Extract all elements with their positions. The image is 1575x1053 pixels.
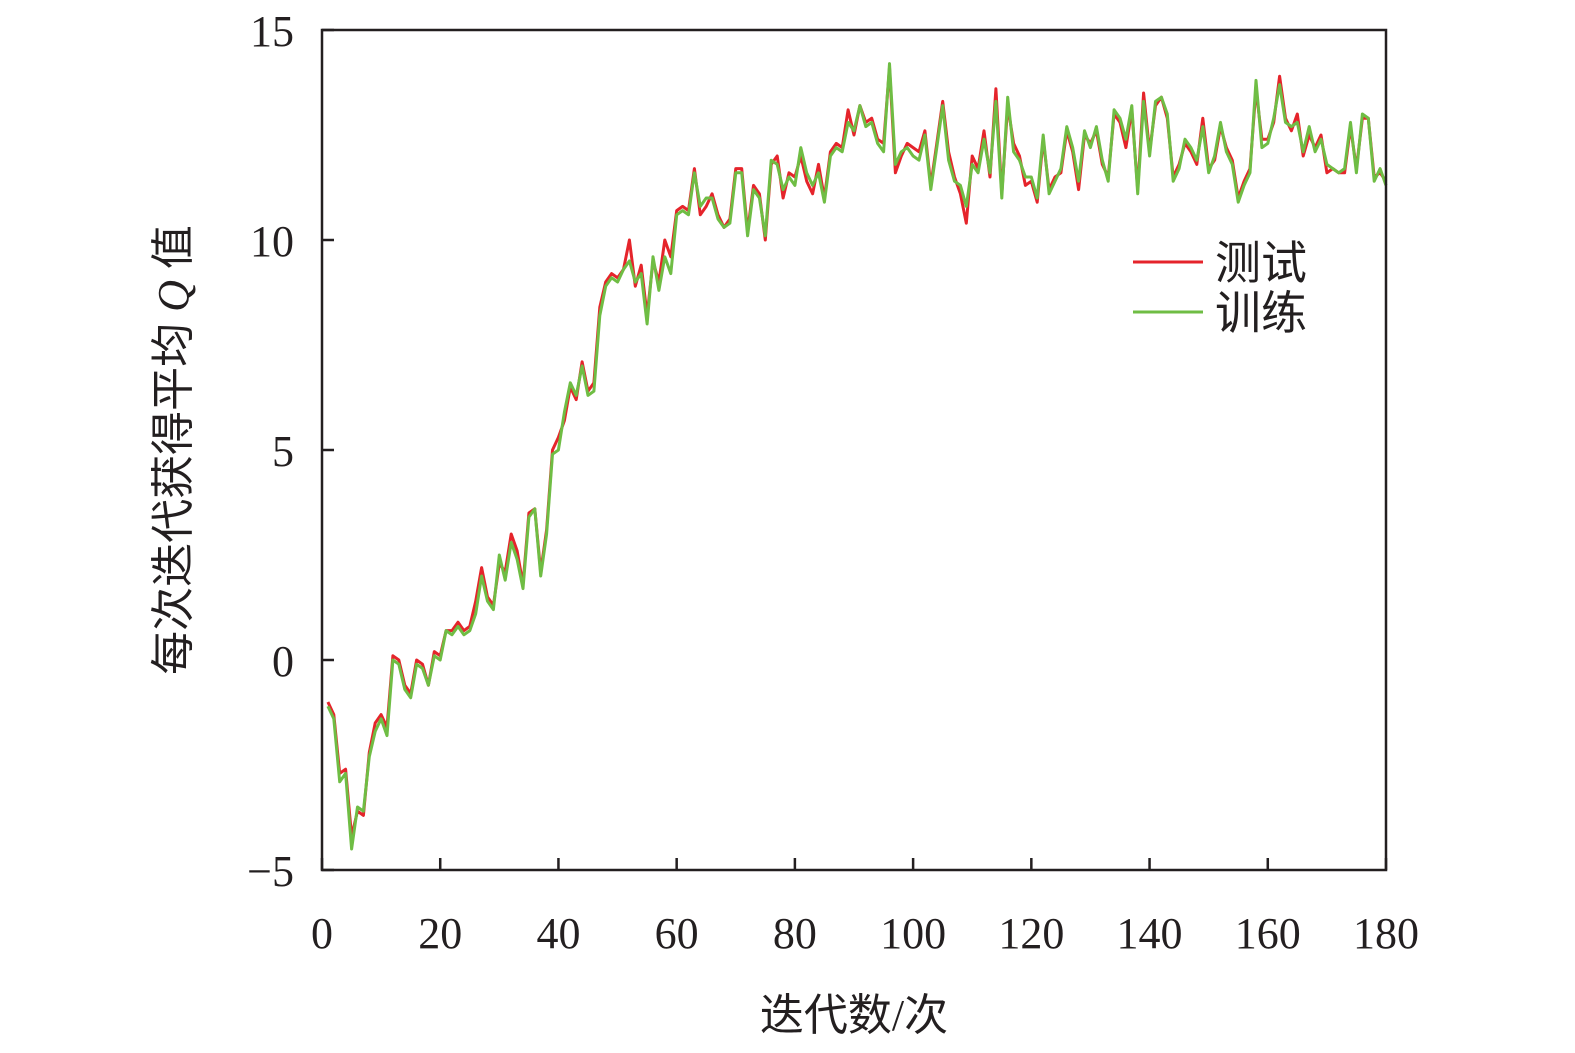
y-axis-title: 每次迭代获得平均 Q 值 [149, 225, 198, 675]
x-tick-label: 0 [311, 909, 333, 958]
y-tick-label: −5 [247, 847, 294, 896]
x-tick-label: 180 [1353, 909, 1419, 958]
series-line-test [326, 66, 1388, 838]
plot-area-frame [320, 28, 1388, 872]
y-tick-label: 0 [272, 637, 294, 686]
legend: 测试 训练 [1133, 238, 1307, 339]
legend-label-test: 测试 [1215, 238, 1307, 289]
y-axis-title-suffix: 值 [149, 225, 198, 280]
series-line-train [326, 62, 1388, 851]
y-axis-title-prefix: 每次迭代获得平均 [149, 312, 198, 675]
y-tick-label: 15 [250, 7, 294, 56]
x-tick-label: 140 [1117, 909, 1183, 958]
y-axis-title-symbol: Q [149, 280, 198, 312]
x-axis-ticks: 0 20 40 60 80 100 120 140 160 180 [311, 858, 1419, 958]
x-axis-title: 迭代数/次 [760, 991, 948, 1040]
legend-item-test: 测试 [1133, 238, 1307, 289]
x-tick-label: 120 [998, 909, 1064, 958]
x-tick-label: 20 [418, 909, 462, 958]
x-tick-label: 80 [773, 909, 817, 958]
y-axis-ticks: −5 0 5 10 15 [247, 7, 334, 896]
legend-item-train: 训练 [1133, 288, 1307, 339]
legend-label-train: 训练 [1215, 288, 1307, 339]
x-tick-label: 60 [655, 909, 699, 958]
x-tick-label: 100 [880, 909, 946, 958]
x-tick-label: 40 [536, 909, 580, 958]
y-tick-label: 10 [250, 217, 294, 266]
series-layer [326, 62, 1388, 851]
y-tick-label: 5 [272, 427, 294, 476]
x-tick-label: 160 [1235, 909, 1301, 958]
